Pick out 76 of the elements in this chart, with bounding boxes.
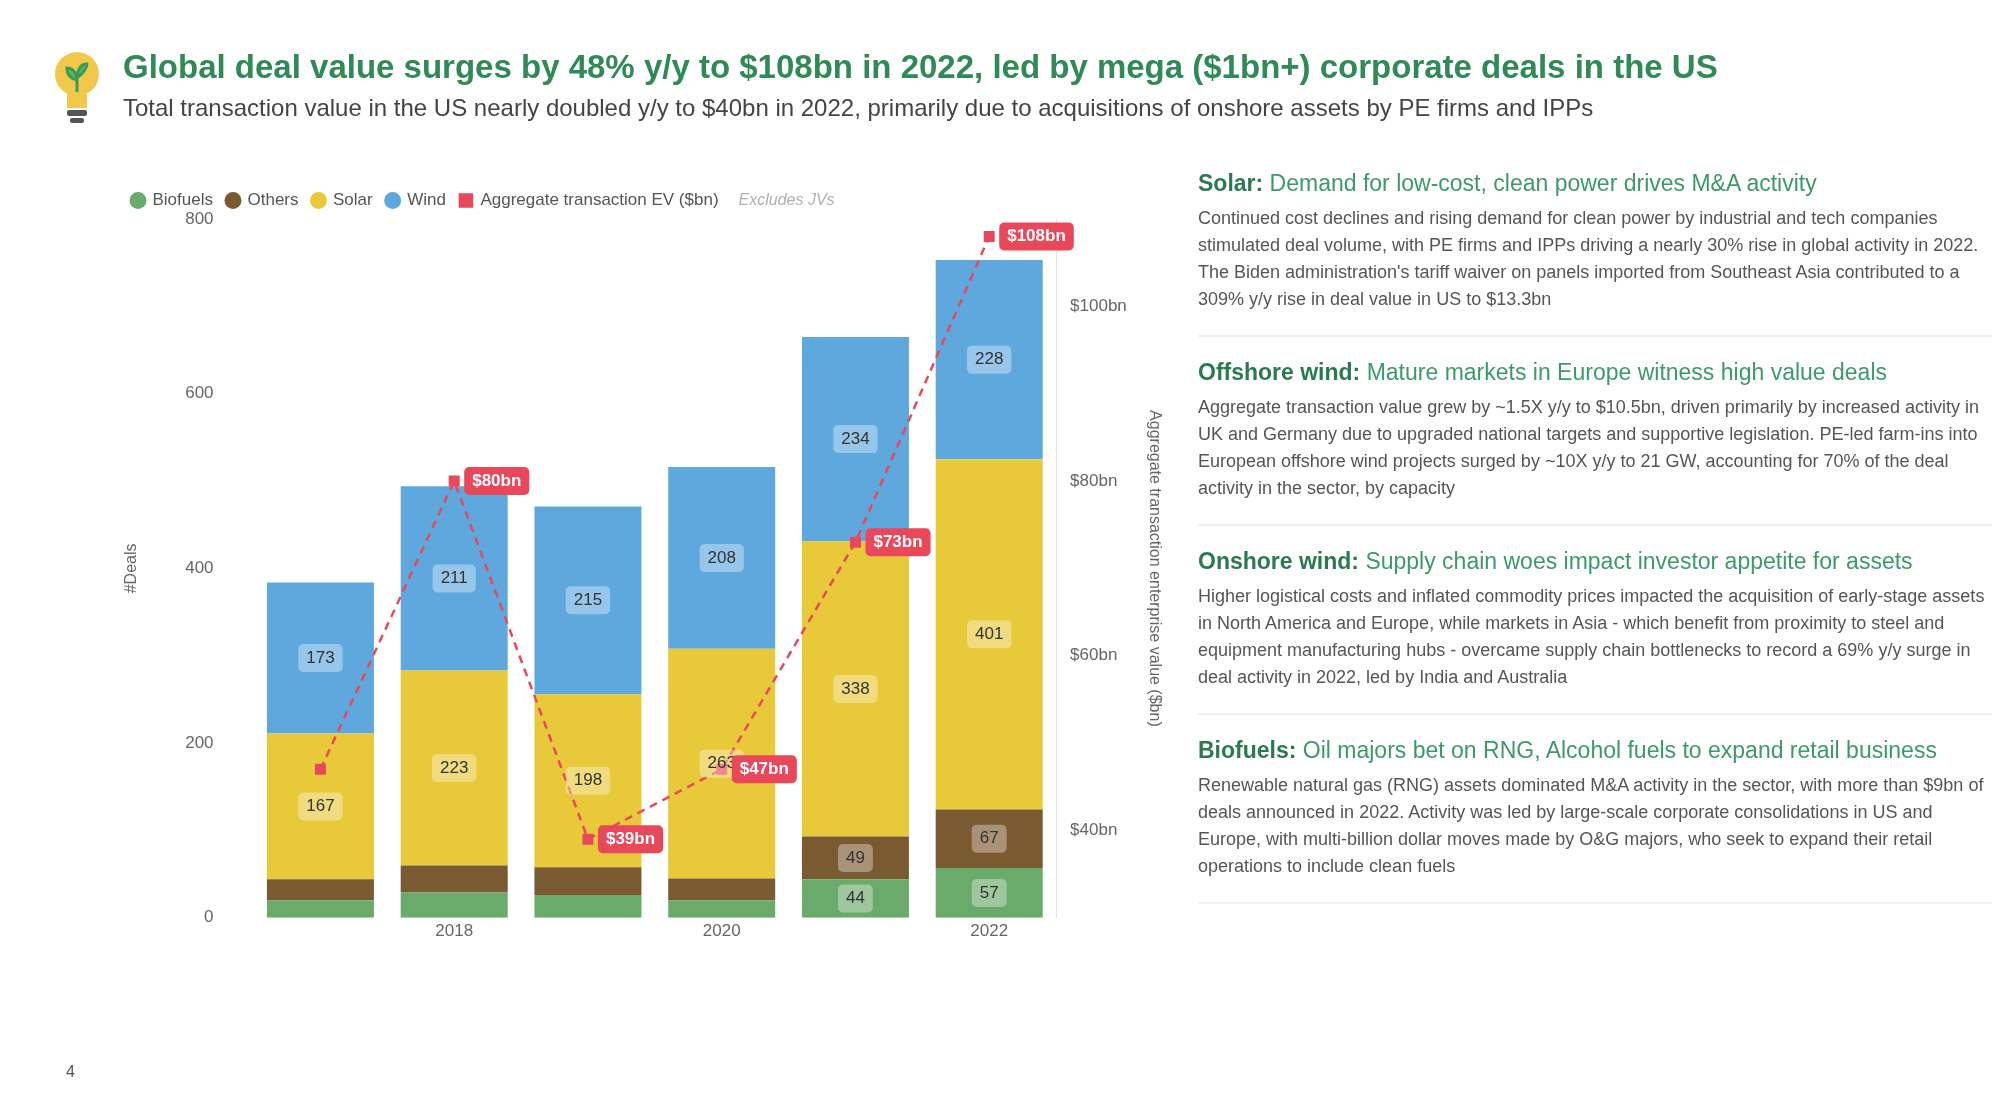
text: Aggregate transaction value grew by ~1.5X y/y to $10.5bn, driven primarily by increased activity in UK and Germany due to upgraded national targets and supportive legislation. PE-led farm-ins into European offshore wind projects surged by ~10X y/y to 21 GW, accounting for 70% of the deal activity in the sector, by capacity: [1198, 396, 1980, 500]
point: [448, 475, 460, 487]
data-label: 49: [845, 847, 865, 867]
text: Continued cost declines and rising demand for clean power by industrial and tech companies stimulated deal volume, with PE firms and IPPs driving a nearly 30% rise in global activity in 2022. The Biden administration's tariff waiver on panels imported from Southeast Asia contributed to a 309% y/y rise in deal value in US to $13.3bn: [1198, 207, 1980, 311]
data-label: $80bn: [472, 470, 522, 490]
x-tick-label: 2020: [702, 920, 741, 940]
y2-axis-title: Aggregate transaction enterprise value ($bn): [1146, 410, 1164, 727]
data-label: $108bn: [1007, 226, 1066, 246]
bar: [400, 892, 508, 918]
data-label: 211: [440, 568, 468, 588]
text: Biofuels: Oil majors bet on RNG, Alcohol fuels to expand retail business: [1198, 737, 1937, 763]
bar: [534, 867, 642, 896]
y-axis-title: #Deals: [122, 543, 140, 594]
bar: [668, 900, 776, 918]
text: Renewable natural gas (RNG) assets dominated M&A activity in the sector, with more than $9bn of deals announced in 2022. Activity was led by large-scale corporate consolidations in US and Europe, with multi-billion dollar moves made by O&G majors, who seek to expand their retail operations to include clean fuels: [1198, 774, 1985, 878]
bar: [935, 809, 1043, 869]
y-tick-label: 400: [185, 558, 214, 578]
bar: [935, 459, 1043, 810]
x-tick-label: 2022: [970, 920, 1009, 940]
bar: [935, 868, 1043, 918]
text: Solar: Demand for low-cost, clean power drives M&A activity: [1198, 170, 1817, 196]
chart-title: Global deal value surges by 48% y/y to $108bn in 2022, led by mega ($1bn+) corporate deals in the US: [123, 48, 1718, 86]
point: [849, 536, 861, 548]
data-label: 215: [573, 589, 603, 609]
bar: [534, 895, 642, 918]
bar: [801, 836, 909, 880]
y2-tick-label: $100bn: [1070, 296, 1127, 316]
point: [314, 763, 326, 775]
point: [983, 230, 995, 242]
bar: [400, 865, 508, 893]
y2-tick-label: $80bn: [1070, 470, 1118, 490]
bar: [668, 467, 776, 649]
data-label: 44: [845, 888, 865, 908]
y-tick-label: 600: [185, 383, 214, 403]
data-label: 223: [440, 757, 469, 777]
bar: [400, 486, 508, 671]
y-tick-label: 800: [185, 208, 214, 228]
data-label: $39bn: [605, 828, 656, 848]
y-tick-label: 0: [204, 907, 214, 927]
legend-label: Solar: [333, 190, 374, 210]
bar: [935, 260, 1043, 460]
data-label: 198: [573, 770, 603, 790]
text: Excludes JVs: [738, 190, 835, 208]
legend-label: Aggregate transaction EV ($bn): [480, 190, 719, 210]
data-label: 167: [306, 796, 335, 816]
bar: [400, 670, 508, 866]
data-label: 228: [975, 349, 1004, 369]
data-label: 208: [707, 547, 736, 567]
y-tick-label: 200: [185, 732, 214, 752]
x-tick-label: 2018: [435, 920, 474, 940]
data-label: 173: [306, 647, 335, 667]
text: Onshore wind: Supply chain woes impact investor appetite for assets: [1198, 548, 1913, 574]
text: 4: [66, 1063, 75, 1081]
data-label: 234: [841, 428, 870, 448]
legend-label: Biofuels: [152, 190, 213, 210]
text: Higher logistical costs and inflated commodity prices impacted the acquisition of early-stage assets in North America and Europe, while markets in Asia - which benefit from proximity to steel and equipment manufacturing hubs - overcame supply chain bottlenecks to record a 69% y/y surge in deal activity in 2022, led by India and Australia: [1198, 585, 1986, 689]
data-label: $73bn: [873, 531, 923, 551]
bar: [534, 506, 642, 695]
data-label: 401: [975, 624, 1004, 644]
data-label: 338: [841, 678, 870, 698]
bar: [801, 879, 909, 918]
data-label: 57: [979, 882, 999, 902]
y2-tick-label: $40bn: [1070, 820, 1118, 840]
point: [582, 833, 594, 845]
bar: [266, 582, 374, 734]
bar: [266, 900, 374, 918]
bar: [266, 879, 374, 901]
bar: [668, 878, 776, 901]
text: Offshore wind: Mature markets in Europe witness high value deals: [1198, 359, 1887, 385]
legend-label: Wind: [407, 190, 446, 210]
y2-tick-label: $60bn: [1070, 645, 1118, 665]
legend-label: Others: [247, 190, 299, 210]
chart-subtitle: Total transaction value in the US nearly doubled y/y to $40bn in 2022, primarily due to acquisitions of onshore assets by PE firms and IPPs: [123, 94, 1595, 122]
data-label: 67: [979, 828, 999, 848]
data-label: $47bn: [739, 758, 789, 778]
bar: [266, 733, 374, 880]
